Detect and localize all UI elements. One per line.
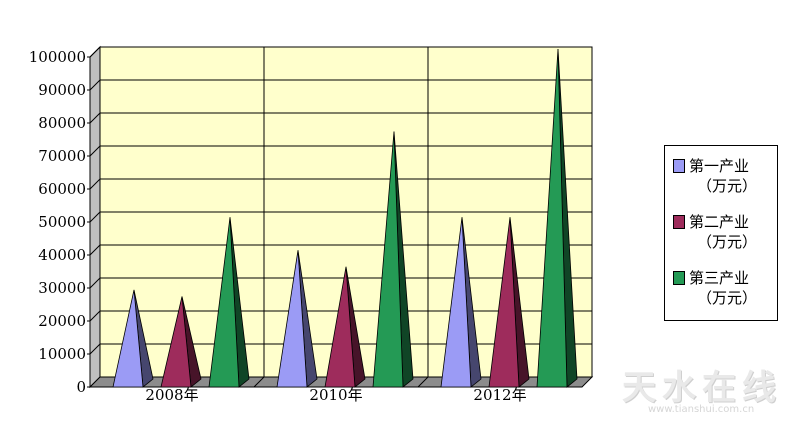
pyramid-front <box>488 217 520 388</box>
legend-label-secondary-line1: 第二产业 <box>689 213 750 231</box>
y-tick-label: 10000 <box>38 345 86 363</box>
y-tick-label: 50000 <box>38 213 86 231</box>
y-tick-label: 80000 <box>38 114 86 132</box>
legend-swatch-secondary <box>673 215 685 229</box>
gridline-side <box>89 277 101 289</box>
pyramid-front <box>372 131 404 388</box>
axes: 0 10000 20000 30000 40000 50000 60000 70000 8000… <box>29 48 527 404</box>
watermark-logo-text: 天水在线 <box>622 368 782 408</box>
data-marks <box>112 48 578 388</box>
y-tick-label: 0 <box>76 378 86 396</box>
y-tick-label: 40000 <box>38 246 86 264</box>
floor-divider <box>417 376 429 388</box>
legend-label-primary-line2: （万元） <box>697 177 758 195</box>
pyramid-front <box>160 296 192 388</box>
floor-divider <box>253 376 265 388</box>
pyramid-front <box>324 266 356 388</box>
x-tick-label: 2012年 <box>473 386 526 404</box>
legend-swatch-tertiary <box>673 271 685 285</box>
gridline-side <box>89 211 101 223</box>
legend-label-tertiary-line2: （万元） <box>697 289 758 307</box>
x-tick-label: 2010年 <box>309 386 362 404</box>
pyramid-front <box>208 217 240 388</box>
y-tick-label: 20000 <box>38 312 86 330</box>
y-tick-label: 70000 <box>38 147 86 165</box>
watermark-url: www.tianshui.com.cn <box>648 404 755 415</box>
gridline-side <box>89 244 101 256</box>
gridline-side <box>89 343 101 355</box>
y-tick-label: 30000 <box>38 279 86 297</box>
y-tick-label: 90000 <box>38 81 86 99</box>
gridline-side <box>89 46 101 58</box>
pyramid-front <box>440 217 472 388</box>
legend-label-tertiary-line1: 第三产业 <box>689 269 750 287</box>
pyramid-front <box>276 250 308 388</box>
gridline-side <box>89 112 101 124</box>
legend: 第一产业 （万元） 第二产业 （万元） 第三产业 （万元） <box>664 145 778 321</box>
gridline-side <box>89 145 101 157</box>
watermark: 天水在线 www.tianshui.com.cn <box>612 360 792 424</box>
gridline-side <box>89 79 101 91</box>
gridline-side <box>89 178 101 190</box>
x-tick-label: 2008年 <box>145 386 198 404</box>
legend-label-primary-line1: 第一产业 <box>689 157 750 175</box>
gridline-side <box>89 310 101 322</box>
y-tick-label: 60000 <box>38 180 86 198</box>
legend-label-secondary-line2: （万元） <box>697 233 758 251</box>
pyramid-front <box>536 48 568 388</box>
pyramid-front <box>112 289 144 388</box>
legend-swatch-primary <box>673 159 685 173</box>
y-tick-label: 100000 <box>29 48 86 66</box>
